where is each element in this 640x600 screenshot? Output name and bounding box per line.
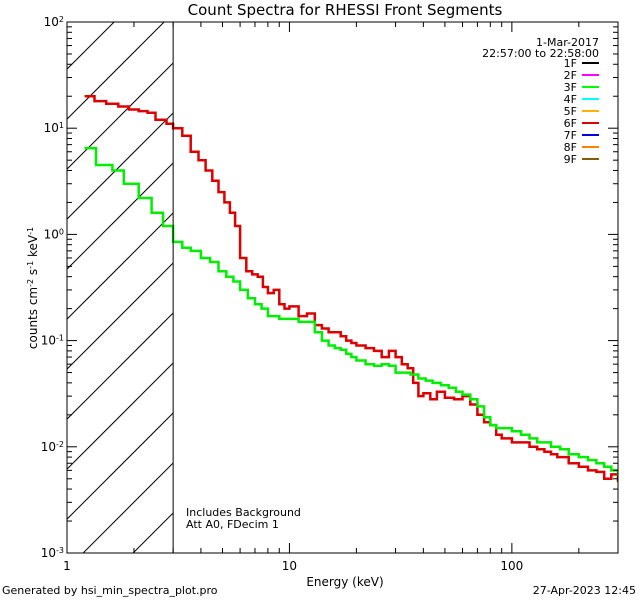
legend-label-6f: 6F [564,117,577,130]
legend-label-5f: 5F [564,105,577,118]
annotation-attenuator: Att A0, FDecim 1 [186,518,279,531]
hatch-line [67,262,174,370]
x-tick-label: 1 [63,559,71,573]
y-tick-label: 100 [44,227,64,242]
chart-title: Count Spectra for RHESSI Front Segments [188,1,503,19]
plot-frame [66,21,619,554]
hatch-line [67,162,174,270]
hatch-line [67,62,174,170]
y-tick-label: 101 [44,121,64,136]
hatch-line [132,512,174,553]
series-line-6f [84,94,618,482]
y-tick-label: 102 [44,15,64,30]
hatch-line [67,0,173,19]
hatch-line [67,212,174,320]
hatch-line [67,412,174,520]
series-line-3f [84,146,618,476]
date-label: 1-Mar-2017 [536,36,599,49]
hatch-line [67,312,174,420]
legend-label-4f: 4F [564,93,577,106]
hatch-line [67,22,165,120]
x-tick-label: 100 [500,559,523,573]
x-axis-label: Energy (keV) [306,575,383,589]
timestamp-note: 27-Apr-2023 12:45 [533,584,636,597]
legend-label-7f: 7F [564,129,577,142]
legend-label-2f: 2F [564,69,577,82]
legend-label-1f: 1F [564,57,577,70]
y-tick-label: 10-1 [41,333,64,348]
time-range-label: 22:57:00 to 22:58:00 [482,47,599,60]
hatch-line [67,112,174,220]
legend-label-3f: 3F [564,81,577,94]
legend-label-9f: 9F [564,153,577,166]
hatch-line [67,362,174,470]
y-axis-label: counts cm-2 s-1 keV-1 [26,227,41,349]
shaded-region-hatch [67,0,174,553]
hatch-line [82,462,174,553]
annotation-background: Includes Background [186,506,301,519]
x-tick-label: 10 [282,559,297,573]
hatch-line [67,22,115,70]
y-tick-label: 10-2 [41,439,64,454]
legend-label-8f: 8F [564,141,577,154]
y-tick-label: 10-3 [41,546,64,561]
generator-note: Generated by hsi_min_spectra_plot.pro [2,584,218,597]
